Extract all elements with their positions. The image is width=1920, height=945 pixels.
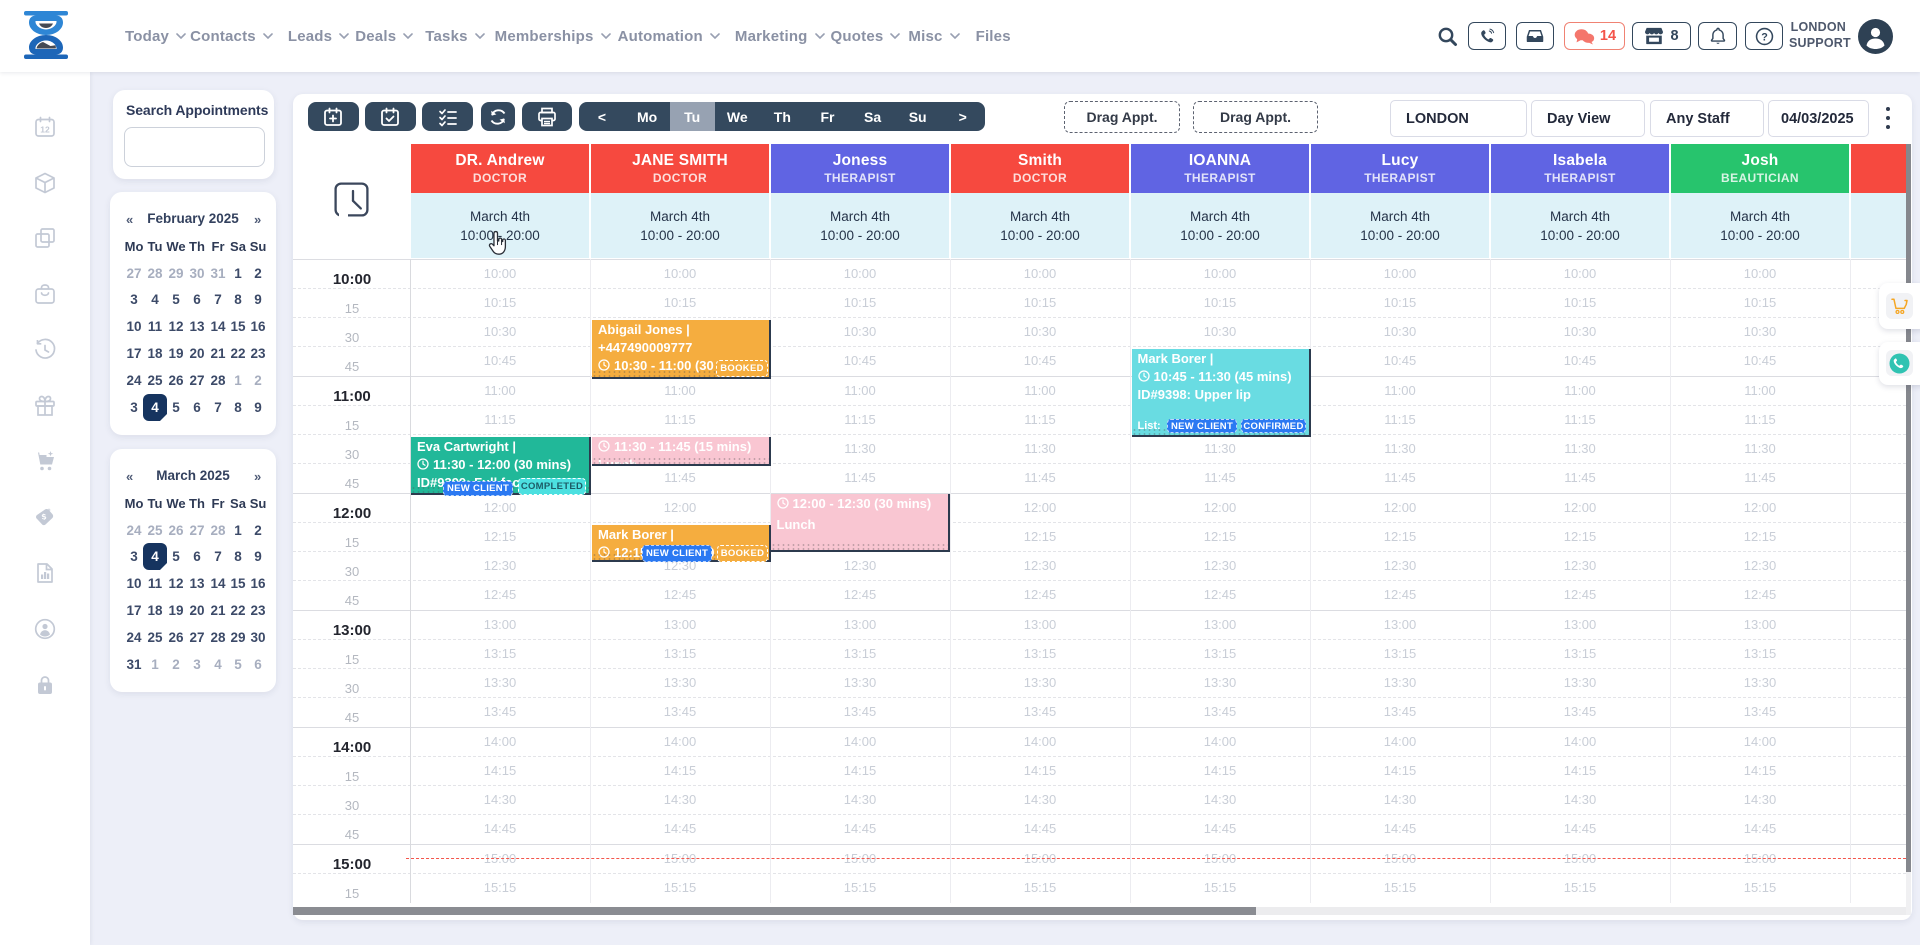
svg-text:$: $ [41, 512, 47, 522]
svg-text:12: 12 [40, 125, 50, 135]
svg-text:?: ? [1761, 31, 1768, 43]
